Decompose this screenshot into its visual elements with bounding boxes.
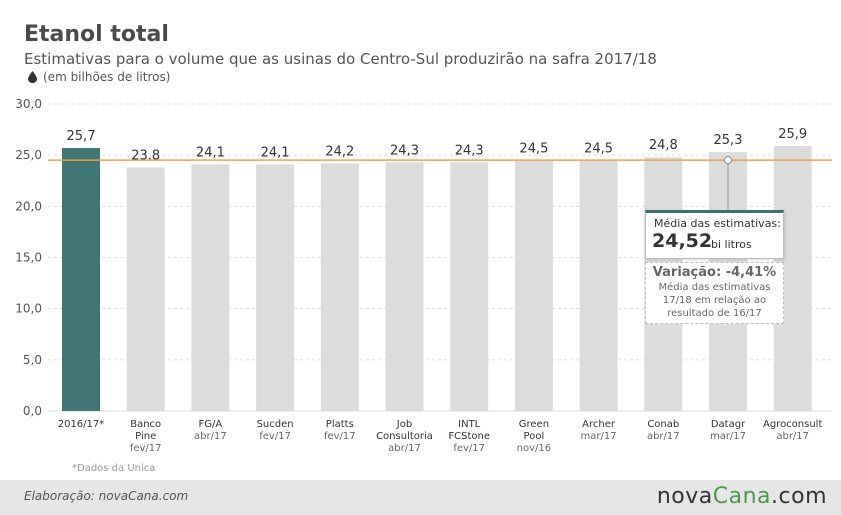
category-label: Banco [130, 419, 161, 430]
variation-line-2: 17/18 em relação ao [662, 295, 767, 306]
bar-value-label: 24,3 [455, 143, 484, 158]
unit-note: (em bilhões de litros) [28, 70, 170, 84]
category-date-label: mar/17 [581, 431, 617, 442]
chart-subtitle: Estimativas para o volume que as usinas … [24, 50, 657, 68]
bar [514, 160, 553, 411]
bar-value-label: 24,2 [325, 144, 354, 159]
category-label: Archer [582, 419, 616, 430]
y-tick-label: 20,0 [15, 199, 42, 213]
category-label: Consultoria [376, 431, 433, 442]
category-label: Conab [647, 419, 679, 430]
category-date-label: fev/17 [324, 431, 356, 442]
bar-chart: 0,0 5,0 10,0 15,0 20,0 25,0 30,0 25,7 2016/17* 23… [15, 97, 832, 454]
category-date-label: abr/17 [776, 431, 809, 442]
category-label: Pool [524, 431, 545, 442]
category-label: Pine [135, 431, 156, 442]
category-label: Platts [326, 419, 354, 430]
chart-title: Etanol total [24, 22, 169, 47]
bar [579, 160, 618, 411]
footer-credit: Elaboração: novaCana.com [24, 489, 189, 503]
bar [126, 167, 165, 411]
bar [191, 164, 230, 411]
bar-value-label: 24,5 [519, 141, 548, 156]
average-marker [724, 156, 732, 165]
category-date-label: fev/17 [453, 443, 485, 454]
y-tick-label: 10,0 [15, 302, 42, 316]
bar [320, 163, 359, 411]
bar-value-label: 24,5 [584, 141, 613, 156]
bar-value-label: 24,3 [390, 143, 419, 158]
bar [450, 162, 489, 411]
y-tick-label: 0,0 [23, 404, 42, 418]
bar [62, 148, 100, 411]
category-date-label: fev/17 [130, 443, 162, 454]
footer: Elaboração: novaCana.com novaCana.com [0, 480, 841, 515]
category-label: Green [519, 419, 549, 430]
footnote: *Dados da Unica [72, 463, 156, 474]
y-tick-label: 5,0 [23, 353, 42, 367]
category-date-label: nov/16 [517, 443, 551, 454]
logo-prefix: nova [656, 484, 713, 509]
y-tick-label: 25,0 [15, 148, 42, 162]
category-label: FCStone [448, 431, 490, 442]
category-label: INTL [458, 419, 481, 430]
category-label: FG/A [199, 419, 223, 430]
category-date-label: fev/17 [259, 431, 291, 442]
category-label: Agroconsult [763, 419, 822, 430]
novacana-logo: novaCana.com [657, 484, 827, 509]
logo-accent: Cana [712, 484, 772, 509]
drop-icon [28, 71, 37, 83]
bar-value-label: 24,1 [196, 145, 225, 160]
mean-callout-unit: bi litros [711, 238, 752, 251]
bar-value-label: 24,8 [649, 138, 678, 153]
bar [256, 164, 295, 411]
mean-callout-value: 24,52 [652, 230, 713, 252]
category-label: Sucden [257, 419, 294, 430]
category-date-label: mar/17 [710, 431, 746, 442]
y-tick-label: 30,0 [15, 97, 42, 111]
bar-value-label: 24,1 [261, 145, 290, 160]
bar-value-label: 25,3 [714, 133, 743, 148]
bar-value-label: 25,7 [67, 129, 96, 144]
variation-description: Média das estimativas 17/18 em relação a… [646, 281, 783, 320]
category-date-label: abr/17 [388, 443, 421, 454]
mean-callout-label: Média das estimativas: [654, 217, 781, 230]
variation-line-3: resultado de 16/17 [667, 308, 762, 319]
category-label: Datagr [711, 419, 746, 430]
unit-label: (em bilhões de litros) [43, 70, 171, 84]
chart-card: Etanol total Estimativas para o volume q… [0, 0, 841, 480]
category-label: Job [396, 419, 412, 430]
bar-value-label: 23,8 [131, 148, 160, 163]
category-date-label: abr/17 [647, 431, 680, 442]
bar-value-label: 25,9 [778, 127, 807, 142]
bar [385, 162, 424, 411]
variation-title: Variação: -4,41% [652, 265, 777, 280]
y-tick-label: 15,0 [15, 251, 42, 265]
category-date-label: abr/17 [194, 431, 227, 442]
variation-callout: Variação: -4,41% Média das estimativas 1… [645, 262, 784, 324]
category-label: 2016/17* [58, 419, 105, 430]
mean-callout: Média das estimativas: 24,52 bi litros [645, 210, 784, 259]
variation-line-1: Média das estimativas [658, 282, 771, 293]
logo-suffix: .com [771, 484, 827, 509]
